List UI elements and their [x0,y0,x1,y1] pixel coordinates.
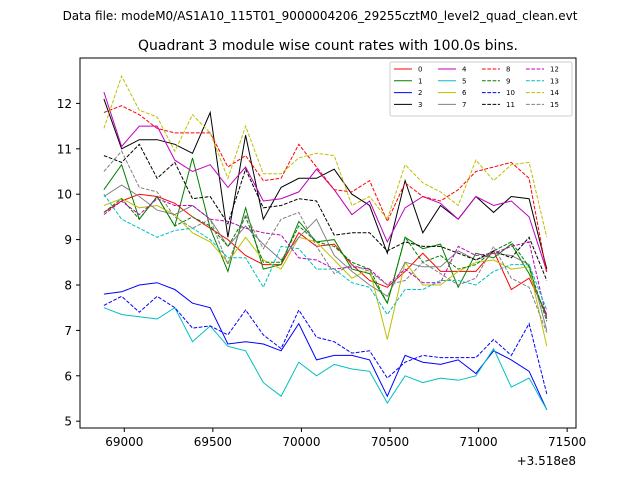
series-line-4 [103,91,548,272]
series-line-12 [103,198,548,320]
series-line-2 [103,282,548,411]
legend-label-12: 12 [550,66,559,74]
y-tick-label: 9 [64,233,72,247]
legend-label-11: 11 [506,101,515,109]
suptitle: Data file: modeM0/AS1A10_115T01_90000042… [63,9,578,23]
y-tick-label: 11 [57,142,72,156]
y-tick-label: 5 [64,415,72,429]
axes: 69000 69500 70000 70500 71000 71500 5 6 7 8 9 10 11 1… [57,97,587,449]
legend-label-15: 15 [550,101,559,109]
legend-label-4: 4 [462,66,467,74]
x-tick-label: 70000 [282,435,320,449]
series-line-11 [103,143,548,281]
series-layer [103,74,548,411]
chart-title: Quadrant 3 module wise count rates with … [138,38,518,54]
y-tick-label: 7 [64,324,72,338]
series-line-8 [103,105,548,274]
legend-label-3: 3 [418,101,422,109]
series-line-15 [103,150,548,333]
legend-label-2: 2 [418,89,422,97]
x-tick-label: 71500 [548,435,586,449]
legend-label-7: 7 [462,101,466,109]
x-tick-label: 71000 [459,435,497,449]
plot-frame [79,57,577,429]
legend-label-5: 5 [462,77,466,85]
x-tick-label: 69500 [194,435,232,449]
series-line-14 [103,74,548,238]
legend-label-1: 1 [418,77,422,85]
legend-label-0: 0 [418,66,422,74]
legend-label-14: 14 [550,89,559,97]
legend-box [389,61,573,117]
y-tick-label: 10 [57,188,72,202]
series-line-10 [103,295,548,395]
legend-label-9: 9 [506,77,510,85]
series-line-13 [103,193,548,316]
y-tick-label: 6 [64,369,72,383]
series-line-9 [103,195,548,322]
x-offset-label: +3.518e8 [517,454,576,468]
legend-label-13: 13 [550,77,559,85]
legend-label-8: 8 [506,66,510,74]
y-tick-label: 12 [57,97,72,111]
x-tick-label: 69000 [105,435,143,449]
legend-label-6: 6 [462,89,467,97]
series-line-5 [103,306,548,411]
y-tick-label: 8 [64,278,72,292]
legend-label-10: 10 [506,89,515,97]
series-line-6 [103,198,548,347]
x-tick-label: 70500 [371,435,409,449]
